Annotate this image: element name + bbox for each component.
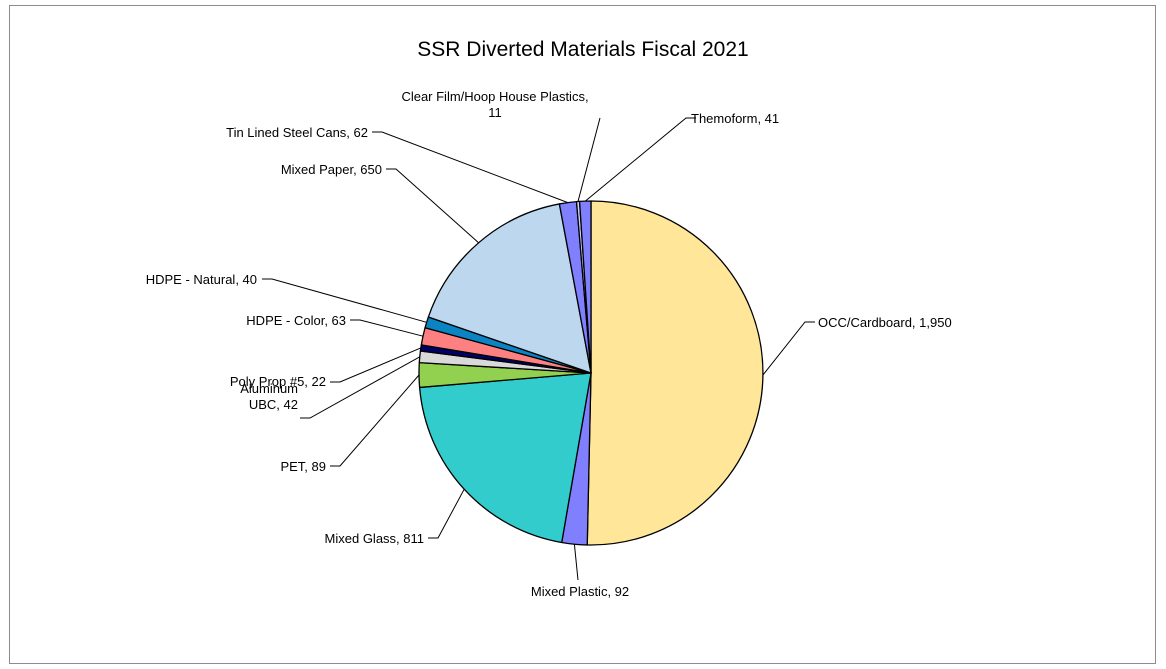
pie-slice-8 bbox=[427, 203, 592, 374]
data-label-11: Themoform, 41 bbox=[691, 111, 779, 126]
data-label-5: Poly Prop #5, 22 bbox=[230, 374, 326, 389]
leader-line-0 bbox=[762, 321, 815, 376]
leader-line-3 bbox=[330, 374, 420, 467]
pie-slice-0 bbox=[586, 200, 764, 546]
pie-slice-2 bbox=[418, 372, 592, 544]
leader-line-10 bbox=[577, 117, 601, 202]
chart-title: SSR Diverted Materials Fiscal 2021 bbox=[417, 38, 749, 61]
leader-line-6 bbox=[350, 319, 424, 337]
data-label-4: Aluminum UBC, 42 bbox=[240, 381, 298, 412]
data-label-1: Mixed Plastic, 92 bbox=[531, 584, 629, 599]
data-label-6: HDPE - Color, 63 bbox=[246, 313, 346, 328]
leader-line-11 bbox=[584, 117, 696, 202]
leader-line-5 bbox=[330, 347, 421, 383]
leader-line-1 bbox=[573, 544, 579, 581]
data-label-7: HDPE - Natural, 40 bbox=[146, 272, 257, 287]
data-label-8: Mixed Paper, 650 bbox=[281, 162, 382, 177]
leader-line-8 bbox=[386, 168, 479, 244]
data-label-10: Clear Film/Hoop House Plastics, 11 bbox=[401, 89, 588, 120]
data-label-0: OCC/Cardboard, 1,950 bbox=[818, 315, 952, 330]
data-label-3: PET, 89 bbox=[280, 459, 326, 474]
pie-slice-11 bbox=[578, 200, 592, 374]
data-label-9: Tin Lined Steel Cans, 62 bbox=[226, 125, 368, 140]
leader-line-2 bbox=[428, 488, 465, 539]
leader-line-9 bbox=[372, 131, 569, 204]
data-label-2: Mixed Glass, 811 bbox=[325, 531, 424, 546]
leader-line-4 bbox=[300, 356, 421, 419]
leader-line-7 bbox=[262, 278, 427, 323]
